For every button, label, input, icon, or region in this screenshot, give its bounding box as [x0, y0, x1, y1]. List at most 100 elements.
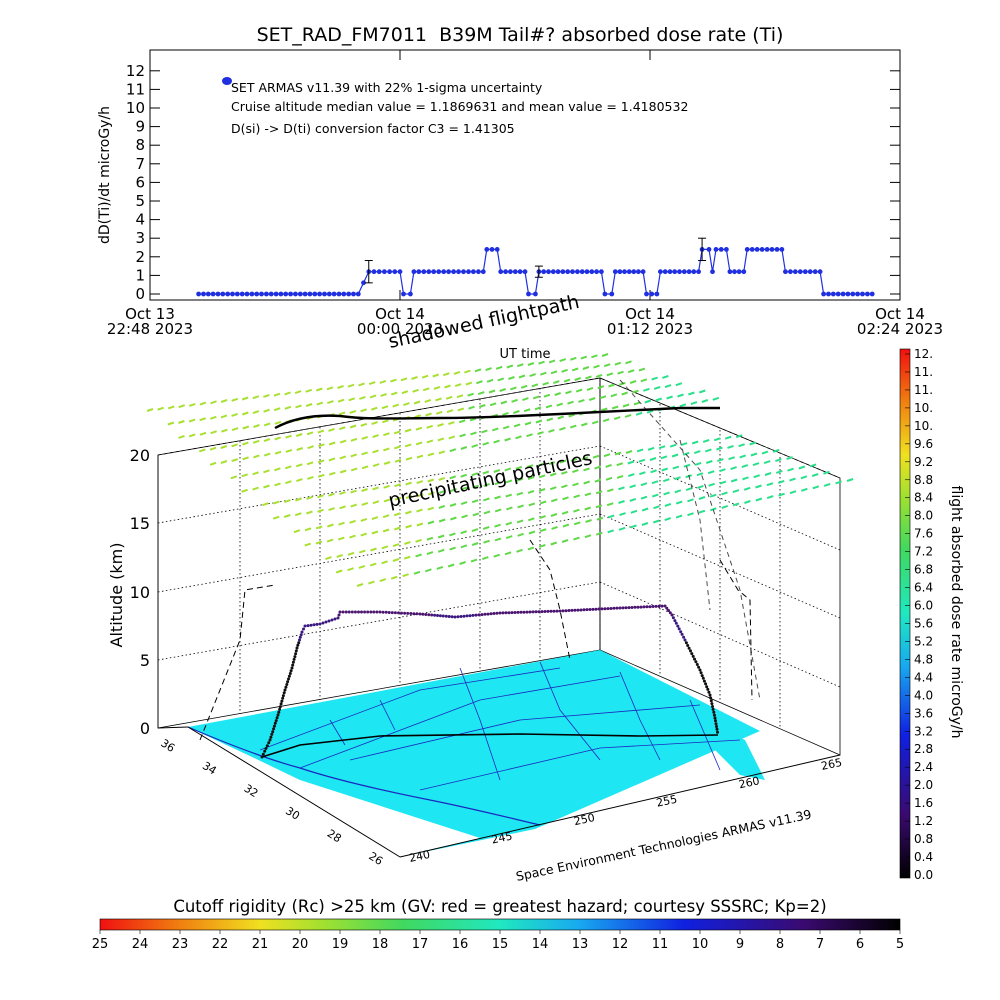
particle-mark — [210, 400, 217, 405]
particle-mark — [449, 448, 457, 453]
dose-rate-point — [456, 269, 461, 275]
particle-mark — [664, 384, 672, 389]
flight-point — [697, 665, 701, 669]
flight-point — [360, 610, 363, 614]
flight-point — [276, 713, 280, 717]
dose-rate-point — [351, 291, 356, 297]
particle-mark — [416, 454, 424, 459]
particle-mark — [613, 416, 621, 421]
particle-mark — [241, 396, 249, 401]
dose-rate-point — [268, 291, 274, 297]
particle-mark — [607, 514, 615, 519]
dose-rate-point — [508, 269, 513, 275]
particle-mark — [494, 495, 501, 500]
dose-colorbar-title: flight absorbed dose rate microGy/h — [948, 486, 964, 739]
flight-point — [660, 604, 664, 608]
flight-point — [268, 738, 272, 742]
particle-mark — [495, 365, 503, 370]
flight-point — [263, 749, 267, 753]
particle-mark — [263, 408, 270, 413]
flight-point — [287, 674, 291, 678]
particle-mark — [483, 482, 491, 487]
particle-mark — [614, 451, 622, 456]
longitude-tick-label: 255 — [655, 793, 678, 810]
altitude-ticks: 0 5 10 15 20 — [130, 446, 150, 738]
particle-mark — [448, 421, 455, 426]
particle-mark — [335, 569, 343, 574]
dose-rate-point — [522, 269, 528, 275]
particle-mark — [426, 424, 434, 429]
flight-point — [594, 607, 598, 611]
particle-mark — [789, 477, 796, 482]
flight-point — [341, 610, 345, 614]
dose-rate-point — [441, 269, 447, 275]
top-y-axis-label: dD(Ti)/dt microGy/h — [97, 106, 113, 244]
dose-rate-point — [749, 247, 755, 252]
particle-mark — [403, 402, 410, 407]
flight-point — [627, 606, 631, 610]
x-tick-label: 22:48 2023 — [107, 320, 193, 338]
particle-mark — [392, 558, 400, 562]
flight-altitude-trace — [260, 604, 719, 759]
particle-mark — [285, 434, 292, 439]
particle-mark — [325, 556, 332, 561]
particle-mark — [294, 512, 302, 517]
flight-point — [700, 674, 704, 678]
particle-mark — [426, 551, 434, 556]
x-tick-label: Oct 14 — [875, 305, 925, 323]
flight-point — [709, 699, 713, 703]
dose-rate-point — [446, 269, 451, 275]
flight-point — [567, 609, 571, 612]
particle-mark — [528, 530, 536, 535]
y-tick-label: 7 — [135, 155, 145, 173]
dose-colorbar-tick-label: 2.0 — [914, 778, 933, 792]
flight-point — [278, 707, 282, 711]
particle-mark — [559, 358, 567, 363]
particle-mark — [625, 360, 632, 365]
particle-mark — [438, 504, 446, 509]
flight-point — [264, 747, 268, 750]
flight-point — [667, 609, 670, 612]
particle-mark — [786, 456, 793, 461]
particle-mark — [467, 392, 474, 397]
dose-rate-point — [302, 291, 308, 297]
dose-rate-point — [376, 269, 382, 275]
rigidity-colorbar-tick-label: 12 — [612, 937, 629, 952]
particle-mark — [511, 398, 518, 403]
dose-rate-point — [830, 291, 836, 297]
flight-point — [712, 710, 716, 714]
particle-mark — [516, 363, 524, 368]
box-top-edges — [157, 377, 841, 479]
particle-mark — [597, 385, 605, 390]
particle-mark — [565, 390, 572, 395]
particle-mark — [416, 480, 424, 485]
particle-mark — [569, 424, 577, 429]
longitude-tick-label: 265 — [820, 756, 843, 773]
dose-colorbar-tick-label: 3.6 — [914, 706, 933, 720]
flight-point — [516, 610, 520, 614]
particle-mark — [592, 454, 600, 459]
dose-rate-point — [234, 291, 240, 297]
particle-mark — [459, 561, 466, 565]
flight-point — [421, 612, 425, 616]
particle-mark — [337, 385, 344, 389]
dose-rate-point — [436, 269, 442, 275]
dose-rate-point — [797, 269, 803, 275]
rigidity-colorbar-tick-label: 17 — [412, 937, 429, 952]
particle-mark — [411, 376, 418, 380]
particle-mark — [493, 469, 501, 473]
particle-mark — [188, 433, 196, 438]
particle-mark — [347, 383, 355, 388]
rigidity-colorbar-tick-label: 25 — [92, 937, 109, 952]
particle-mark — [602, 418, 610, 423]
particle-mark — [517, 532, 524, 537]
flight-point — [624, 606, 628, 610]
particle-mark — [476, 380, 483, 385]
coastline — [187, 726, 541, 826]
particle-mark — [595, 490, 603, 495]
particle-mark — [471, 443, 479, 448]
flight-point — [684, 641, 688, 645]
dose-rate-point — [860, 291, 865, 297]
flight-point — [447, 615, 451, 618]
dose-rate-point — [416, 269, 422, 275]
